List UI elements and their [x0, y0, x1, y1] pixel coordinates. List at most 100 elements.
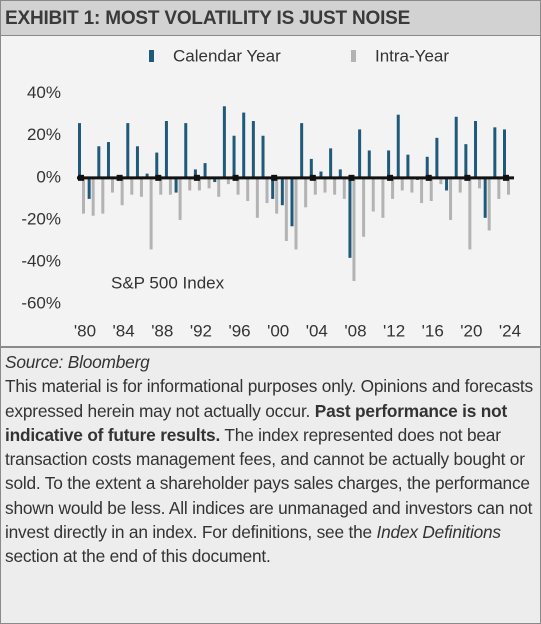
bar	[290, 177, 294, 227]
bar	[207, 177, 211, 189]
x-tick-label: '16	[422, 321, 444, 340]
bar	[435, 137, 439, 178]
bar	[82, 177, 85, 214]
bar	[406, 154, 410, 178]
bar	[503, 129, 506, 178]
bar	[391, 177, 395, 199]
bar	[483, 177, 487, 218]
bar	[352, 177, 356, 281]
y-tick-label: 20%	[27, 125, 61, 144]
bar	[449, 177, 453, 220]
text: section at the end of this document.	[5, 546, 271, 567]
bar	[387, 150, 391, 178]
bar	[478, 177, 482, 189]
bar	[329, 148, 333, 178]
bar	[130, 177, 134, 195]
bar	[236, 177, 240, 195]
bar	[493, 127, 497, 178]
bar	[468, 177, 472, 250]
bar	[78, 123, 81, 178]
bar	[139, 177, 143, 197]
y-tick-label: -20%	[21, 209, 61, 228]
bar	[222, 106, 226, 178]
bar	[145, 173, 149, 178]
bar	[348, 177, 352, 258]
bar	[203, 163, 207, 178]
bar	[294, 177, 298, 250]
annotation: S&P 500 Index	[111, 273, 225, 292]
bar	[251, 121, 255, 178]
bar	[271, 177, 275, 199]
bar	[174, 177, 178, 193]
bar	[304, 177, 308, 208]
x-tick-label: '80	[74, 321, 96, 340]
x-tick-label: '88	[151, 321, 173, 340]
bar	[159, 177, 163, 195]
bar	[420, 177, 424, 204]
text: Past performance is not indicative of fu…	[5, 400, 508, 445]
bar	[458, 177, 462, 193]
bar	[87, 177, 91, 199]
bar	[358, 129, 362, 178]
bar	[213, 177, 217, 183]
bar	[313, 177, 317, 195]
bar	[319, 171, 323, 178]
bar	[309, 158, 313, 178]
bar	[275, 177, 279, 214]
bar	[265, 177, 269, 204]
bar	[507, 177, 510, 195]
bar	[126, 123, 130, 178]
bar	[184, 123, 188, 178]
legend-swatch	[149, 50, 154, 62]
x-tick-label: '24	[499, 321, 521, 340]
bar	[338, 169, 342, 178]
bar	[410, 177, 414, 193]
bar	[362, 177, 366, 237]
bar	[135, 146, 139, 178]
bar	[371, 177, 375, 212]
legend-swatch	[351, 50, 356, 62]
bar	[323, 177, 327, 193]
bar	[400, 177, 404, 191]
bar	[101, 177, 105, 214]
bar	[425, 156, 429, 178]
x-tick-label: '20	[460, 321, 482, 340]
bar	[474, 121, 478, 178]
bar	[464, 144, 468, 178]
bar	[232, 135, 236, 178]
bar	[110, 177, 114, 193]
bar	[284, 177, 288, 241]
bar	[164, 121, 168, 178]
x-tick-label: '00	[267, 321, 289, 340]
x-tick-label: '84	[113, 321, 135, 340]
y-tick-label: -40%	[21, 252, 61, 271]
bar	[342, 177, 346, 199]
text: This material is for informational purpo…	[5, 376, 533, 421]
bar	[188, 177, 192, 191]
bar	[396, 114, 400, 178]
bar	[193, 169, 197, 178]
bar	[120, 177, 124, 206]
bar	[242, 112, 246, 178]
x-tick-label: '96	[228, 321, 250, 340]
bar	[226, 177, 230, 185]
bar	[168, 177, 172, 195]
bar	[261, 135, 265, 178]
bar	[155, 152, 159, 178]
y-tick-label: 40%	[27, 83, 61, 102]
footer: Source: Bloomberg This material is for i…	[1, 346, 540, 571]
chart-title: EXHIBIT 1: MOST VOLATILITY IS JUST NOISE	[1, 1, 540, 36]
x-tick-label: '08	[344, 321, 366, 340]
text: Index Definitions	[376, 522, 502, 543]
bar	[454, 116, 458, 178]
x-tick-label: '92	[190, 321, 212, 340]
bar	[91, 177, 95, 216]
y-tick-label: 0%	[36, 167, 61, 186]
disclaimer: This material is for informational purpo…	[5, 374, 536, 568]
bar	[246, 177, 250, 201]
x-tick-label: '04	[306, 321, 328, 340]
bar	[280, 177, 284, 206]
bar	[333, 177, 337, 195]
bar	[439, 177, 443, 185]
